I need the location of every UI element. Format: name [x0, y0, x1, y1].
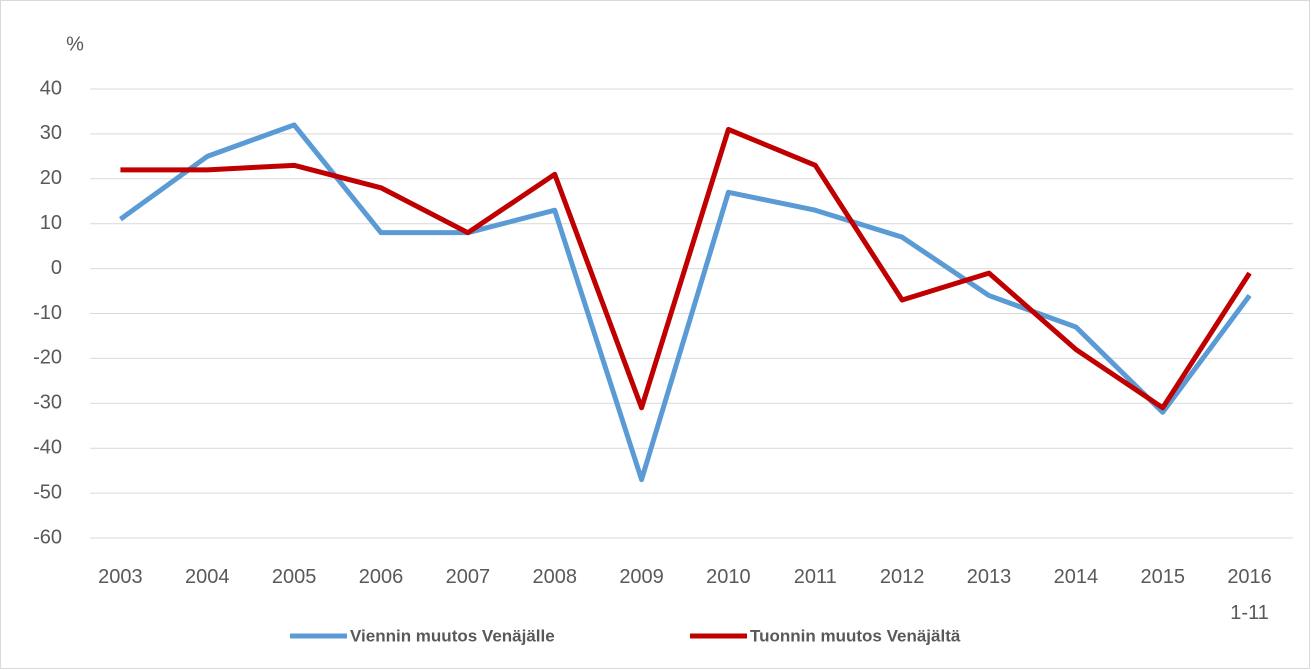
x-tick-label: 2012	[880, 566, 925, 588]
x-tick-label: 2015	[1140, 566, 1185, 588]
y-tick-label: 40	[40, 77, 62, 99]
y-tick-label: 10	[40, 212, 62, 234]
x-tick-label: 2008	[532, 566, 577, 588]
y-tick-label: -40	[33, 436, 62, 458]
legend-label: Tuonnin muutos Venäjältä	[750, 626, 961, 645]
y-tick-label: -50	[33, 481, 62, 503]
series-line	[118, 122, 1252, 483]
y-tick-label: 30	[40, 122, 62, 144]
x-tick-label: 2003	[98, 566, 143, 588]
x-tick-label: 2010	[706, 566, 751, 588]
x-tick-label: 2005	[272, 566, 317, 588]
x-tick-label: 2013	[967, 566, 1012, 588]
series-line	[120, 126, 1252, 411]
legend-label: Viennin muutos Venäjälle	[350, 626, 555, 645]
x-tick-label: 2007	[446, 566, 491, 588]
y-tick-label: 0	[51, 257, 62, 279]
x-tick-label: 2004	[185, 566, 230, 588]
y-tick-label: -60	[33, 526, 62, 548]
y-tick-label: -30	[33, 392, 62, 414]
x-tick-label: 2011	[794, 566, 837, 588]
y-tick-label: -10	[33, 302, 62, 324]
x-tick-label: 2009	[619, 566, 664, 588]
y-tick-label: -20	[33, 347, 62, 369]
y-axis-label: %	[66, 33, 84, 55]
x-tick-label: 2006	[359, 566, 404, 588]
y-tick-label: 20	[40, 167, 62, 189]
x-tick-label: 2016 1-11	[1227, 566, 1272, 624]
x-tick-label: 2014	[1054, 566, 1099, 588]
